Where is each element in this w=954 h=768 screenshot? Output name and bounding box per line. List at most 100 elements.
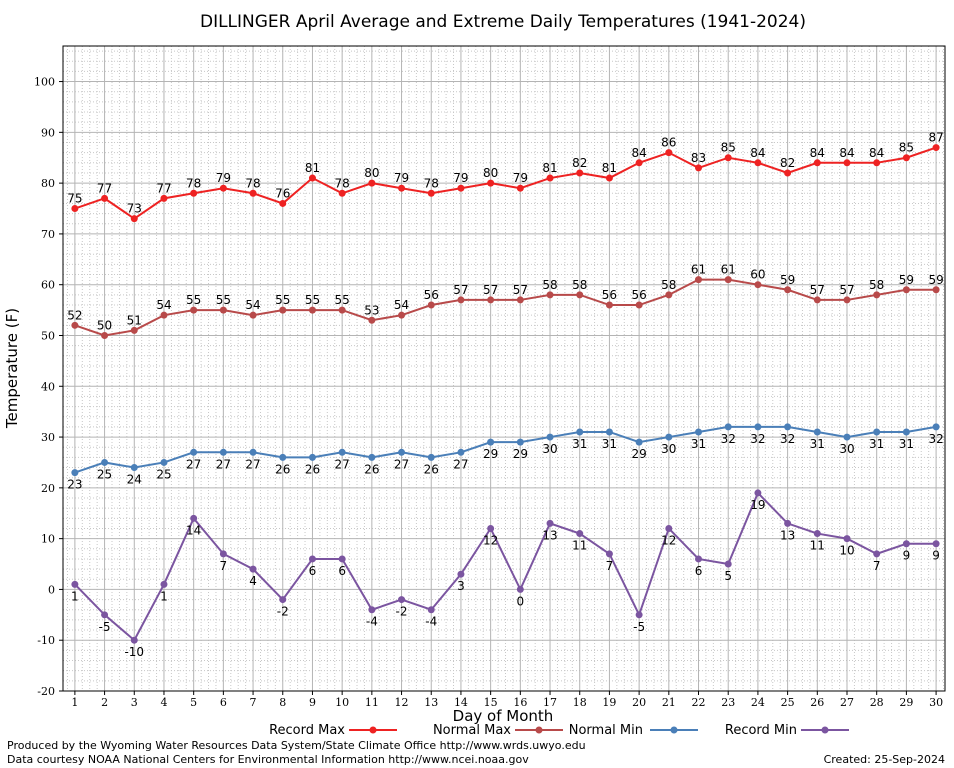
data-label: 57 (513, 283, 528, 297)
y-axis: -20 -10 0 10 20 30 40 50 60 70 80 90 100 (34, 76, 63, 698)
legend: Record Max Normal Max Normal Min Record Min (269, 723, 849, 738)
data-label: 55 (186, 293, 201, 307)
y-tick-label: 40 (41, 380, 55, 393)
data-label: 55 (335, 293, 350, 307)
data-label: 53 (364, 303, 379, 317)
data-point (843, 296, 851, 304)
y-tick-label: -20 (37, 685, 55, 698)
data-label: 27 (335, 457, 350, 471)
y-tick-label: -10 (37, 634, 55, 647)
data-label: 58 (661, 278, 676, 292)
data-label: 29 (631, 447, 646, 461)
plot-frame (62, 45, 946, 692)
footer-produced-by: Produced by the Wyoming Water Resources … (7, 739, 586, 752)
data-label: 84 (869, 146, 884, 160)
footer-created-date: Created: 25-Sep-2024 (824, 753, 945, 766)
x-tick-label: 6 (220, 696, 227, 709)
legend-item: Record Min (725, 723, 849, 738)
data-point (160, 458, 168, 466)
data-label: 54 (394, 298, 409, 312)
data-label: 73 (127, 202, 142, 216)
data-label: 29 (483, 447, 498, 461)
data-point (873, 291, 881, 299)
data-label: 7 (606, 559, 614, 573)
x-tick-label: 18 (573, 696, 587, 709)
data-label: -5 (99, 620, 111, 634)
data-label: 12 (483, 533, 498, 547)
data-label: 14 (186, 523, 201, 537)
data-label: 30 (839, 442, 854, 456)
data-label: 59 (780, 273, 795, 287)
data-point (398, 448, 406, 456)
legend-item: Record Max (269, 723, 397, 738)
data-point (101, 458, 109, 466)
data-point (457, 448, 465, 456)
data-point (160, 311, 168, 319)
series-normal-max: 52 50 51 54 55 55 54 55 55 55 53 54 56 57 57 57 58 58 56 56… (67, 263, 944, 339)
data-point (754, 281, 762, 289)
x-tick-label: 17 (543, 696, 557, 709)
data-label: 31 (869, 437, 884, 451)
data-label: 32 (750, 432, 765, 446)
x-tick-label: 29 (899, 696, 913, 709)
data-label: 6 (338, 564, 346, 578)
data-label: 85 (721, 141, 736, 155)
data-label: 78 (245, 176, 260, 190)
data-point (932, 286, 940, 294)
data-label: 59 (899, 273, 914, 287)
data-point (576, 428, 584, 436)
data-point (665, 149, 673, 157)
data-point (190, 448, 198, 456)
data-point (487, 179, 495, 187)
data-point (932, 540, 940, 548)
data-label: 58 (572, 278, 587, 292)
data-label: 56 (602, 288, 617, 302)
x-tick-label: 14 (454, 696, 468, 709)
data-point (754, 489, 762, 497)
data-point (487, 296, 495, 304)
data-label: 9 (903, 549, 911, 563)
data-point (368, 179, 376, 187)
data-label: 4 (249, 574, 257, 588)
x-tick-label: 5 (190, 696, 197, 709)
data-point (338, 448, 346, 456)
data-label: -2 (396, 605, 408, 619)
data-label: 79 (394, 171, 409, 185)
data-label: 58 (542, 278, 557, 292)
y-tick-label: 50 (41, 329, 55, 342)
footer-data-courtesy: Data courtesy NOAA National Centers for … (7, 753, 529, 766)
data-point (457, 570, 465, 578)
data-point (71, 469, 79, 477)
data-label: 12 (661, 533, 676, 547)
x-tick-label: 30 (929, 696, 943, 709)
data-label: 60 (750, 268, 765, 282)
data-point (71, 321, 79, 329)
data-label: 7 (220, 559, 228, 573)
data-point (873, 428, 881, 436)
data-point (932, 144, 940, 152)
data-point (665, 524, 673, 532)
data-label: 78 (424, 176, 439, 190)
data-label: 7 (873, 559, 881, 573)
x-tick-label: 19 (602, 696, 616, 709)
data-point (605, 550, 613, 558)
series-record-max: 75 77 73 77 78 79 78 76 81 78 80 79 78 79 80 79 81 82 81 84… (67, 131, 944, 223)
data-label: 58 (869, 278, 884, 292)
data-point (427, 301, 435, 309)
data-label: 56 (631, 288, 646, 302)
data-label: -2 (277, 605, 289, 619)
y-tick-label: 70 (41, 228, 55, 241)
data-point (635, 301, 643, 309)
data-label: 23 (67, 478, 82, 492)
x-tick-label: 21 (662, 696, 676, 709)
data-label: 30 (542, 442, 557, 456)
legend-item: Normal Max (433, 723, 563, 738)
data-point (665, 433, 673, 441)
data-label: 51 (127, 313, 142, 327)
data-point (873, 550, 881, 558)
data-point (190, 514, 198, 522)
data-label: 54 (156, 298, 171, 312)
legend-label: Normal Max (433, 723, 511, 738)
legend-marker (821, 726, 829, 734)
